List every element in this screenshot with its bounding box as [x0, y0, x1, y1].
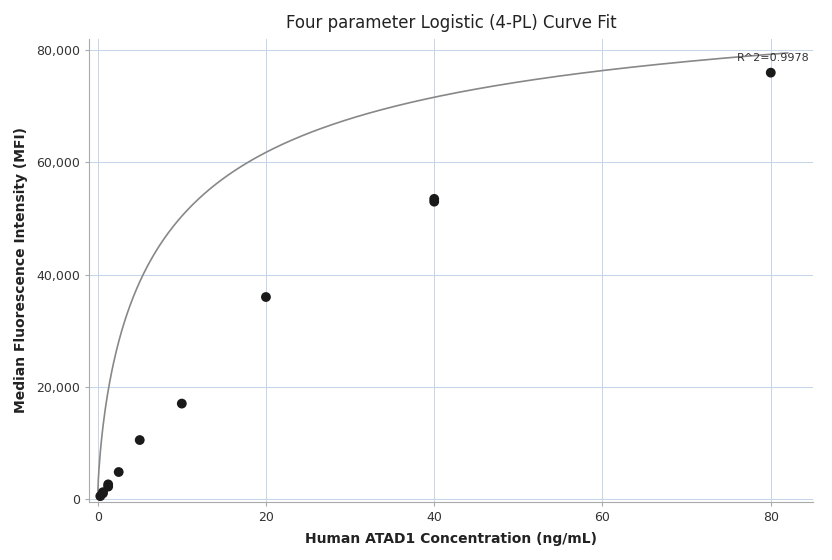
X-axis label: Human ATAD1 Concentration (ng/mL): Human ATAD1 Concentration (ng/mL): [305, 532, 597, 546]
Point: [94, 492, 107, 501]
Point: [428, 197, 441, 206]
Point: [428, 194, 441, 203]
Point: [112, 468, 126, 477]
Point: [97, 489, 110, 498]
Point: [133, 436, 146, 445]
Title: Four parameter Logistic (4-PL) Curve Fit: Four parameter Logistic (4-PL) Curve Fit: [285, 14, 617, 32]
Point: [102, 482, 115, 491]
Point: [176, 399, 189, 408]
Text: R^2=0.9978: R^2=0.9978: [737, 53, 810, 63]
Y-axis label: Median Fluorescence Intensity (MFI): Median Fluorescence Intensity (MFI): [14, 127, 28, 413]
Point: [260, 292, 273, 301]
Point: [764, 68, 777, 77]
Point: [102, 480, 115, 489]
Point: [97, 488, 110, 497]
